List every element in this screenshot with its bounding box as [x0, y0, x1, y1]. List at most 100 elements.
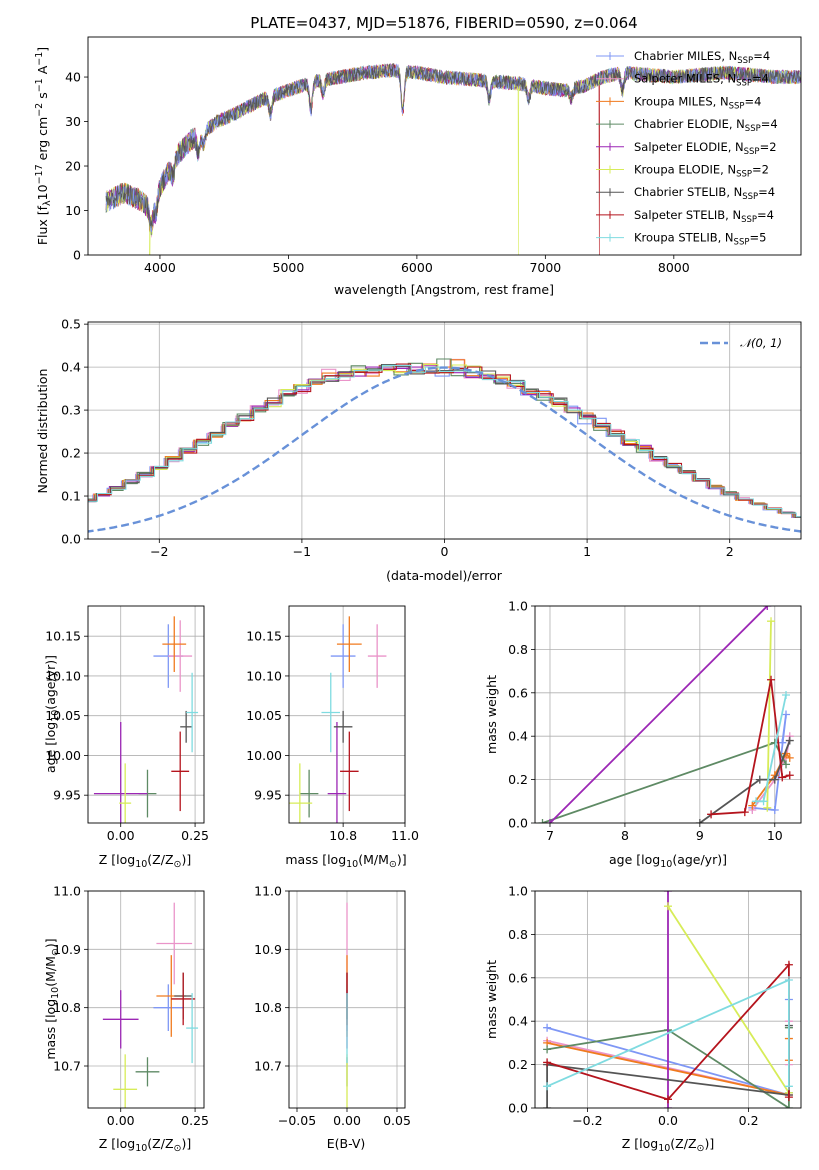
error-bar: [367, 624, 387, 688]
legend-nssp-prefix: , N: [725, 208, 741, 222]
error-bar: [113, 1054, 138, 1108]
axes-frame: [87, 605, 205, 824]
mass-weight-marker: [784, 975, 793, 984]
error-bar: [156, 902, 193, 985]
plot-area: [102, 902, 199, 1108]
x-axis-label-part: 10: [135, 1143, 147, 1154]
legend-model: Salpeter ELODIE: [634, 140, 728, 154]
y-tick-label: 0.2: [508, 772, 528, 787]
y-axis-label-part: (age/yr)]: [43, 655, 58, 710]
mass-weight-line: [549, 606, 768, 823]
x-axis-label-part: )]: [397, 852, 407, 867]
mass-weight-marker: [543, 1023, 552, 1032]
legend-nssp-prefix: , N: [720, 72, 736, 86]
x-tick-label: 10.8: [329, 828, 357, 843]
legend-nssp: =2: [752, 163, 769, 177]
mass-weight-marker: [782, 760, 791, 769]
plot-area: [538, 606, 794, 823]
ticks: −0.05 0.00 0.05 10.7 10.8 10.9 11.0: [254, 884, 411, 1129]
y-axis-label: mass weight: [484, 960, 499, 1039]
x-tick-label: 0: [441, 544, 449, 559]
mass-weight-marker: [770, 805, 779, 814]
y-tick-label: 0.4: [508, 1014, 528, 1029]
x-tick-label: 0.00: [333, 1113, 361, 1128]
y-axis-label: mass weight: [484, 675, 499, 754]
error-bar: [171, 972, 196, 1026]
error-bar: [162, 616, 187, 672]
x-axis-label-part: (Z/Z: [147, 1136, 173, 1151]
error-bar: [180, 710, 193, 743]
x-tick-label: 0.00: [107, 1113, 135, 1128]
y-tick-label: 20: [65, 159, 81, 174]
y-axis-label-part: −2: [34, 103, 45, 117]
histogram-step: [88, 364, 801, 518]
y-tick-label: 0.0: [61, 532, 81, 547]
axes-frame: [288, 605, 406, 824]
y-axis-label-part: λ: [42, 200, 53, 206]
ticks: 0.00 0.25 9.95 10.00 10.05 10.10 10.15: [45, 629, 209, 843]
error-bar: [186, 993, 199, 1064]
y-tick-label: 10.8: [53, 1000, 81, 1015]
y-tick-label: 10.15: [246, 629, 282, 644]
legend-model: Kroupa MILES: [634, 94, 713, 108]
x-axis-label-part: (Z/Z: [670, 1136, 696, 1151]
mass-weight-marker: [707, 810, 716, 819]
axes-frame: [534, 890, 802, 1109]
x-tick-label: 7: [546, 828, 554, 843]
legend-entry: Kroupa STELIB, NSSP=5: [634, 231, 766, 248]
y-axis-label-part: age [log: [43, 722, 58, 773]
x-axis-label: Z [log10(Z/Z⊙)]: [622, 1136, 715, 1154]
plot-area: [105, 63, 801, 255]
x-axis-label-part: )]: [181, 1136, 191, 1151]
mass-weight-marker: [545, 819, 554, 823]
mass-weight-marker: [763, 803, 772, 812]
error-bar: [171, 731, 190, 812]
x-axis-label-part: age [log: [609, 852, 660, 867]
y-tick-label: 0.2: [61, 446, 81, 461]
y-axis-label-part: mass [log: [43, 999, 58, 1060]
x-tick-label: −1: [293, 544, 311, 559]
x-axis-label-part: 10: [346, 859, 358, 870]
legend-nssp: =4: [761, 117, 778, 131]
y-tick-label: 10.05: [246, 708, 282, 723]
x-tick-label: 1: [583, 544, 591, 559]
legend-model: Chabrier MILES: [634, 49, 721, 63]
mass-weight-marker: [759, 797, 768, 806]
y-tick-label: 0.8: [508, 927, 528, 942]
x-axis-label-part: (age/yr)]: [672, 852, 727, 867]
x-axis-label-part: 10: [658, 1143, 670, 1154]
y-tick-label: 10.7: [53, 1059, 81, 1074]
plot-area: [93, 616, 199, 823]
x-axis-label-part: mass [log: [285, 852, 346, 867]
error-bar: [299, 769, 319, 818]
x-tick-label: 0.05: [383, 1113, 411, 1128]
y-axis-label-part: ]: [35, 47, 50, 52]
y-axis-label-part: ⊙: [50, 948, 61, 956]
y-tick-label: 40: [65, 70, 81, 85]
mass-vs-extinction-panel: −0.05 0.00 0.05 10.7 10.8 10.9 11.0 E(B-V): [254, 884, 411, 1152]
ticks: 10.8 11.0 9.95 10.00 10.05 10.10 10.15: [246, 629, 419, 843]
legend-entry: Salpeter STELIB, NSSP=4: [634, 208, 774, 225]
mass-weight-marker: [748, 801, 757, 810]
mass-weight-marker: [770, 775, 779, 784]
legend-entry: Kroupa ELODIE, NSSP=2: [634, 163, 769, 180]
y-tick-label: 10.05: [45, 708, 81, 723]
mass-weight-marker: [784, 1093, 793, 1102]
x-tick-label: 4000: [144, 260, 176, 275]
mass-weight-marker: [664, 902, 672, 911]
ticks: 7 8 9 10 0.0 0.2 0.4 0.6 0.8 1.0: [508, 599, 783, 844]
x-tick-label: −0.05: [278, 1113, 316, 1128]
x-tick-label: 5000: [273, 260, 305, 275]
ticks: −0.2 0.0 0.2 0.0 0.2 0.4 0.6 0.8 1.0: [508, 884, 758, 1129]
y-tick-label: 1.0: [508, 884, 528, 899]
x-axis-label-part: Z [log: [622, 1136, 658, 1151]
error-bar: [153, 984, 184, 1031]
legend-nssp-sub: SSP: [736, 79, 752, 89]
legend-nssp-sub: SSP: [745, 124, 761, 134]
legend-nssp-sub: SSP: [744, 147, 760, 157]
y-tick-label: 9.95: [53, 788, 81, 803]
x-axis-label: mass [log10(M/M⊙)]: [285, 852, 406, 870]
x-axis-label: (data-model)/error: [386, 568, 503, 583]
mass-weight-marker: [755, 775, 764, 784]
